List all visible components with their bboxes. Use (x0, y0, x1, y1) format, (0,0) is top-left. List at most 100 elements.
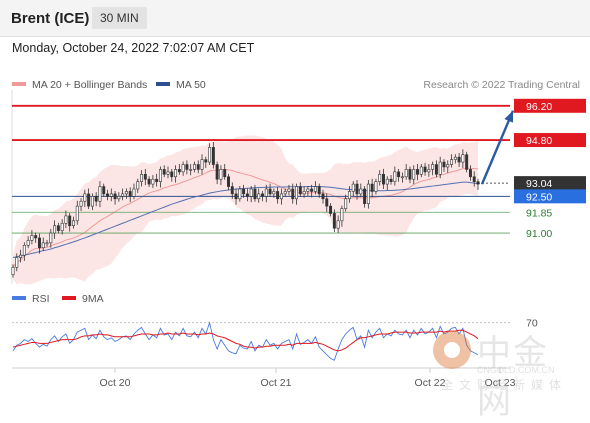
candle-body (68, 215, 72, 227)
candle (385, 176, 389, 190)
bollinger-swatch (12, 82, 26, 87)
candle-body (121, 193, 125, 197)
candle (140, 170, 144, 187)
candle-body (11, 267, 15, 275)
resistance-tag: 94.80 (526, 135, 552, 147)
x-tick-label: Oct 23 (485, 377, 516, 389)
candle (359, 183, 363, 197)
candle (317, 183, 321, 198)
candle (162, 165, 166, 178)
candle (450, 154, 454, 168)
candle-body (264, 188, 268, 197)
forecast-arrow (480, 110, 515, 185)
candle (98, 181, 102, 208)
candle (468, 165, 472, 181)
candle (438, 156, 442, 179)
candle-body (143, 174, 147, 180)
candle-body (117, 196, 121, 200)
candle (249, 186, 253, 203)
timeframe-button[interactable]: 30 MIN (92, 7, 147, 29)
candle-body (200, 159, 204, 170)
candle-body (41, 242, 45, 249)
candle (121, 188, 125, 201)
forecast-arrow-shaft (480, 110, 515, 185)
candle-body (136, 181, 140, 190)
candle-body (113, 193, 117, 200)
current-price-tag: 93.04 (526, 178, 552, 190)
candle (295, 183, 299, 205)
candle (472, 171, 476, 187)
candle-body (434, 164, 438, 175)
candle (106, 189, 109, 201)
candle-body (385, 178, 389, 185)
candle-body (22, 244, 26, 256)
candle (302, 186, 306, 198)
candle (87, 188, 91, 210)
ma50-swatch (156, 82, 170, 87)
candle-body (397, 171, 401, 178)
candle (143, 168, 147, 186)
candle (408, 166, 412, 184)
candle (397, 168, 401, 182)
candle-body (321, 193, 325, 200)
candle-body (60, 222, 64, 231)
candle-body (79, 200, 83, 207)
candle-body (140, 174, 144, 182)
candle (37, 233, 41, 254)
support-label: 91.00 (526, 228, 552, 240)
legend-bollinger: MA 20 + Bollinger Bands (12, 79, 147, 91)
x-axis: Oct 20 Oct 21 Oct 22 Oct 23 (100, 368, 516, 389)
candle (56, 222, 60, 234)
legend-ma50: MA 50 (156, 79, 206, 91)
candle-body (374, 181, 378, 192)
candle (465, 151, 469, 173)
candle-body (393, 171, 397, 182)
candle-body (230, 186, 234, 195)
candle-body (351, 183, 355, 192)
candle (60, 219, 64, 235)
candle (347, 186, 351, 203)
candle (211, 142, 215, 169)
candle (94, 192, 98, 207)
candle (166, 166, 170, 179)
price-levels (12, 104, 510, 234)
candle (147, 176, 151, 188)
candle (181, 161, 185, 176)
candle (189, 164, 193, 176)
candle (287, 184, 291, 196)
candle-body (45, 242, 49, 245)
candle-body (253, 188, 257, 200)
candle (11, 264, 15, 278)
candle-body (378, 174, 382, 182)
candle (124, 188, 128, 199)
candle (34, 232, 38, 243)
candle-body (102, 186, 106, 195)
candle-body (310, 188, 314, 192)
candle (200, 154, 204, 175)
candle-body (268, 188, 272, 195)
candle (442, 159, 446, 172)
candle-body (53, 225, 57, 234)
candle-body (15, 257, 19, 268)
candle (268, 183, 272, 197)
candle-body (442, 161, 446, 168)
candle (344, 194, 348, 212)
candle (279, 188, 283, 205)
candle-body (329, 205, 333, 214)
candle (389, 175, 393, 185)
candle (283, 188, 287, 197)
candle (174, 165, 178, 183)
candle (75, 200, 79, 225)
candle-body (468, 169, 472, 178)
candle (457, 153, 461, 167)
candle (461, 149, 465, 168)
candle (276, 187, 280, 204)
candle-body (56, 225, 60, 231)
candle-body (355, 183, 359, 195)
candle-body (279, 193, 283, 200)
rsi-swatch (12, 296, 26, 301)
candle-body (174, 169, 178, 178)
candle (155, 173, 159, 187)
candle-body (298, 186, 302, 195)
